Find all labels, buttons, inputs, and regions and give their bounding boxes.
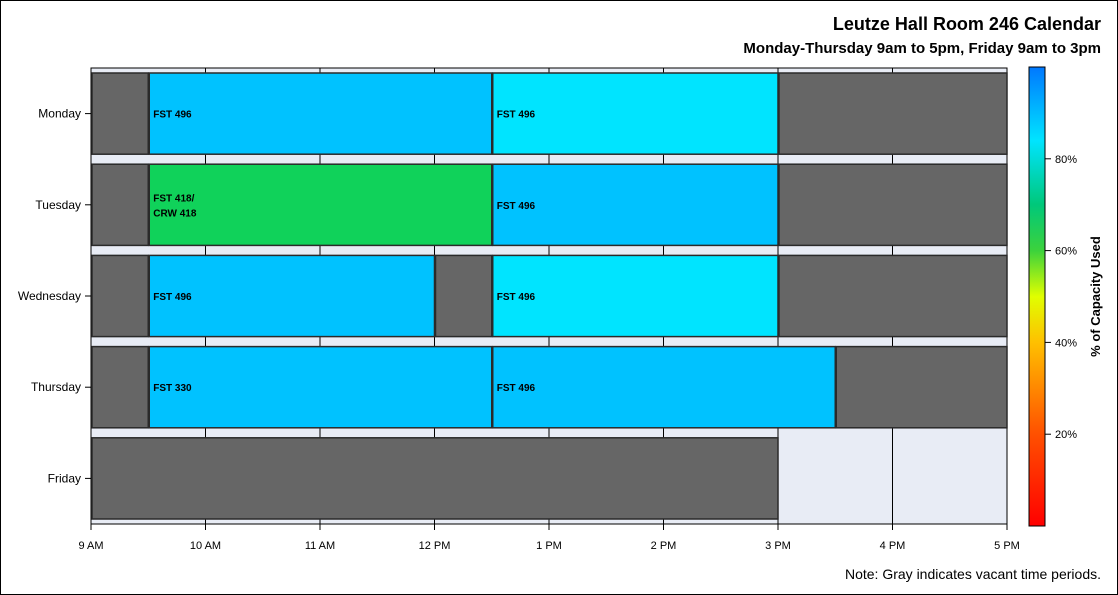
y-tick-label: Monday [38,107,81,121]
booking-block [148,254,436,338]
vacant-block [778,72,1008,155]
booking-label: FST 418/ [153,193,194,204]
x-tick-label: 11 AM [305,540,335,552]
x-tick-label: 9 AM [78,540,103,552]
booking-block [148,72,493,155]
booking-block [148,163,493,247]
x-tick-label: 12 PM [419,540,451,552]
booking-block [492,345,836,429]
vacant-block [91,345,149,429]
colorbar-tick-label: 60% [1055,246,1077,258]
y-tick-label: Tuesday [35,198,81,212]
y-tick-label: Wednesday [18,289,81,303]
booking-label: CRW 418 [153,208,197,219]
booking-label: FST 496 [153,292,192,303]
vacant-block [835,345,1008,429]
y-tick-label: Thursday [31,380,81,394]
x-tick-label: 5 PM [994,540,1020,552]
colorbar-tick-label: 80% [1055,154,1077,166]
y-tick-label: Friday [48,471,81,485]
booking-block [492,163,779,247]
colorbar [1028,66,1046,527]
booking-label: FST 496 [497,110,536,121]
booking-block [148,345,493,429]
x-tick-label: 1 PM [536,540,562,552]
colorbar-tick-label: 20% [1055,429,1077,441]
x-tick-label: 4 PM [880,540,906,552]
colorbar-tick-label: 40% [1055,337,1077,349]
booking-label: FST 496 [497,383,536,394]
x-tick-label: 2 PM [651,540,677,552]
booking-block [492,72,779,155]
vacant-block [778,254,1008,338]
booking-label: FST 330 [153,383,192,394]
booking-label: FST 496 [153,110,192,121]
vacant-block [91,163,149,247]
vacant-block [91,254,149,338]
booking-block [492,254,779,338]
colorbar-label: % of Capacity Used [1088,236,1103,357]
chart-title: Leutze Hall Room 246 Calendar [832,14,1101,34]
vacant-block [91,72,149,155]
booking-label: FST 496 [497,201,536,212]
booking-label: FST 496 [497,292,536,303]
chart-note: Note: Gray indicates vacant time periods… [844,566,1101,582]
chart-subtitle: Monday-Thursday 9am to 5pm, Friday 9am t… [743,40,1101,57]
x-tick-label: 3 PM [765,540,791,552]
x-tick-label: 10 AM [190,540,221,552]
vacant-block [778,163,1008,247]
vacant-block [91,437,779,520]
vacant-block [434,254,493,338]
